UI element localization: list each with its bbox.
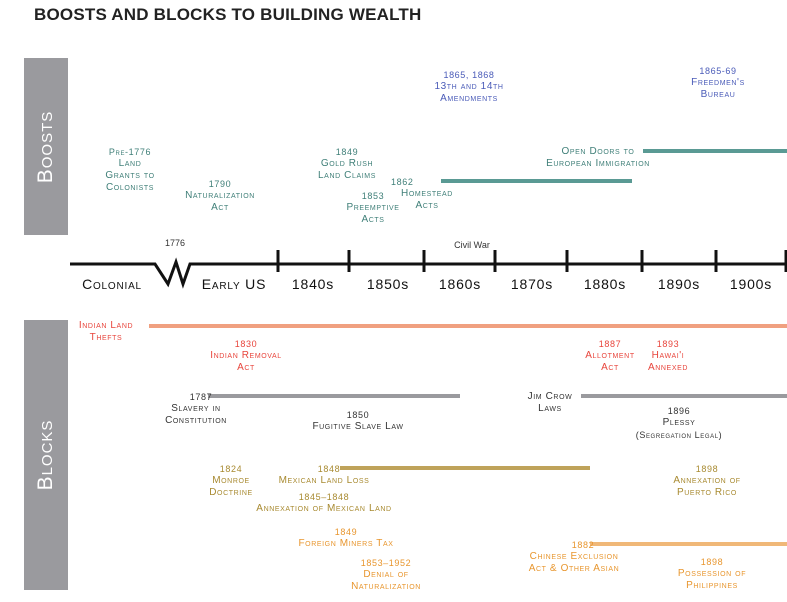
- marker-1776: 1776: [164, 238, 186, 248]
- event-13th-14th-amendments: 1865, 1868 13th and 14th Amendments: [434, 70, 504, 104]
- era-1860s: 1860s: [438, 276, 482, 292]
- axis-line: [70, 257, 787, 289]
- event-preemptive-acts: 1853 Preemptive Acts: [346, 191, 400, 225]
- jim-crow-bar: [581, 394, 787, 398]
- event-indian-land-thefts: Indian Land Thefts: [78, 320, 134, 343]
- event-allotment-act: 1887 Allotment Act: [585, 339, 635, 373]
- mexican-land-bar: [340, 466, 590, 470]
- chinese-exclusion-bar: [590, 542, 787, 546]
- page-title: BOOSTS AND BLOCKS TO BUILDING WEALTH: [34, 5, 422, 24]
- event-annexation-puerto-rico: 1898 Annexation of Puerto Rico: [673, 464, 741, 498]
- event-european-immigration: Open Doors to European Immigration: [546, 146, 650, 169]
- event-slavery-constitution: 1787 Slavery in Constitution: [165, 392, 227, 426]
- slavery-bar: [208, 394, 460, 398]
- event-jim-crow-laws: Jim Crow Laws: [527, 391, 573, 414]
- axis-ticks: [276, 250, 787, 272]
- event-annexation-mexican-land: 1845–1848 Annexation of Mexican Land: [256, 492, 392, 514]
- event-freedmens-bureau: 1865-69 Freedmen's Bureau: [691, 66, 745, 100]
- era-1840s: 1840s: [291, 276, 335, 292]
- era-colonial: Colonial: [82, 276, 142, 292]
- event-monroe-doctrine: 1824 Monroe Doctrine: [209, 464, 253, 498]
- event-land-grants: Pre-1776 Land Grants to Colonists: [105, 147, 155, 193]
- boosts-section-label: Boosts: [24, 58, 68, 235]
- era-early-us: Early US: [201, 276, 267, 292]
- indian-land-bar: [149, 324, 787, 328]
- event-indian-removal-act: 1830 Indian Removal Act: [210, 339, 282, 373]
- event-hawaii-annexed: 1893 Hawai'i Annexed: [647, 339, 689, 373]
- event-denial-naturalization: 1853–1952 Denial of Naturalization: [351, 558, 421, 592]
- event-chinese-exclusion: 1882 Chinese Exclusion Act & Other Asian: [528, 540, 620, 574]
- event-naturalization-act: 1790 Naturalization Act: [185, 179, 255, 213]
- event-possession-philippines: 1898 Possession of Philippines: [677, 557, 747, 591]
- marker-civil-war: Civil War: [454, 240, 490, 250]
- era-1870s: 1870s: [510, 276, 554, 292]
- era-1890s: 1890s: [657, 276, 701, 292]
- event-homestead-acts: 1862 Homestead Acts: [391, 177, 453, 211]
- event-plessy: 1896 Plessy (Segregation Legal): [635, 406, 723, 440]
- event-mexican-land-loss: 1848 Mexican Land Loss: [278, 464, 370, 486]
- event-foreign-miners-tax: 1849 Foreign Miners Tax: [298, 527, 394, 549]
- homestead-bar: [441, 179, 632, 183]
- era-1850s: 1850s: [366, 276, 410, 292]
- immigration-bar: [643, 149, 787, 153]
- blocks-section-label: Blocks: [24, 320, 68, 590]
- event-gold-rush: 1849 Gold Rush Land Claims: [318, 147, 376, 181]
- era-1880s: 1880s: [583, 276, 627, 292]
- era-1900s: 1900s: [729, 276, 773, 292]
- event-fugitive-slave-law: 1850 Fugitive Slave Law: [312, 410, 404, 432]
